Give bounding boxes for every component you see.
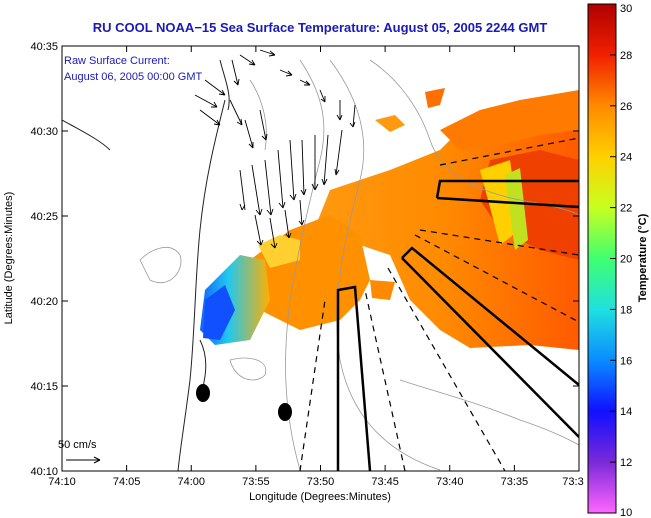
x-tick-label: 74:05	[113, 476, 141, 488]
x-axis-ticks: 74:10 74:05 74:00 73:55 73:50 73:45 73:40 73:35…	[48, 46, 584, 488]
x-tick-label: 74:10	[48, 476, 76, 488]
colorbar-tick-label: 24	[620, 152, 632, 164]
y-tick-label: 40:25	[30, 211, 58, 223]
scale-label: 50 cm/s	[58, 439, 97, 451]
transect-boxes	[336, 179, 579, 471]
colorbar-tick-label: 28	[620, 50, 632, 62]
colorbar-tick-label: 16	[620, 355, 632, 367]
x-tick-label: 73:55	[242, 476, 270, 488]
transect-dashed-lines	[299, 137, 579, 471]
x-tick-label: 73:40	[436, 476, 464, 488]
map-plot-area	[62, 46, 579, 471]
colorbar-tick-label: 12	[620, 457, 632, 469]
x-axis-label: Longitude (Degrees:Minutes)	[249, 491, 391, 503]
y-tick-label: 40:30	[30, 126, 58, 138]
surface-current-vectors	[194, 49, 356, 249]
colorbar-label: Temperature (°C)	[637, 213, 649, 302]
colorbar-tick-label: 26	[620, 101, 632, 113]
scale-arrow	[66, 456, 101, 464]
y-tick-label: 40:15	[30, 381, 58, 393]
colorbar-tick-label: 10	[620, 507, 632, 518]
station-marker	[278, 403, 292, 421]
legend-line-2: August 06, 2005 00:00 GMT	[64, 71, 202, 83]
y-tick-label: 40:20	[30, 296, 58, 308]
station-marker	[196, 384, 210, 402]
x-tick-label: 73:45	[371, 476, 399, 488]
y-tick-label: 40:35	[30, 41, 58, 53]
colorbar-tick-label: 14	[620, 406, 632, 418]
x-tick-label: 73:35	[501, 476, 529, 488]
colorbar-tick-label: 30	[620, 3, 632, 15]
colorbar-tick-label: 22	[620, 203, 632, 215]
colorbar-tick-label: 20	[620, 254, 632, 266]
y-axis-ticks: 40:35 40:30 40:25 40:20 40:15 40:10	[30, 41, 579, 478]
y-axis-label: Latitude (Degrees:Minutes)	[3, 192, 15, 325]
legend-line-1: Raw Surface Current:	[64, 55, 170, 67]
x-tick-label: 73:3	[562, 476, 583, 488]
x-tick-label: 74:00	[177, 476, 205, 488]
y-tick-label: 40:10	[30, 466, 58, 478]
colorbar-ticks: 30 28 26 24 22 20 18 16 14 12 10	[610, 3, 632, 518]
x-tick-label: 73:50	[307, 476, 335, 488]
colorbar-tick-label: 18	[620, 304, 632, 316]
figure-title: RU COOL NOAA−15 Sea Surface Temperature:…	[93, 20, 548, 35]
